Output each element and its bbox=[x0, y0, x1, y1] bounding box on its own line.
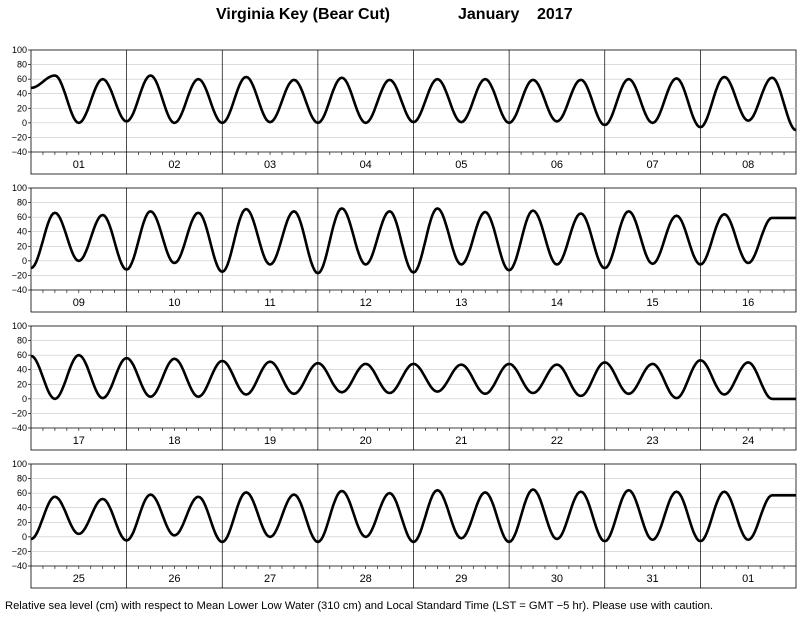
y-tick-label: 100 bbox=[12, 459, 27, 469]
day-label: 12 bbox=[360, 297, 372, 309]
day-label: 20 bbox=[360, 435, 372, 447]
y-tick-label: 100 bbox=[12, 45, 27, 55]
day-label: 29 bbox=[455, 573, 467, 585]
y-tick-label: 60 bbox=[17, 350, 27, 360]
y-tick-label: 0 bbox=[22, 394, 27, 404]
day-label: 07 bbox=[646, 159, 658, 171]
y-tick-label: 40 bbox=[17, 365, 27, 375]
day-label: 09 bbox=[73, 297, 85, 309]
day-label: 31 bbox=[646, 573, 658, 585]
y-tick-label: −20 bbox=[12, 132, 27, 142]
day-label: 05 bbox=[455, 159, 467, 171]
chart-title: Virginia Key (Bear Cut) January 2017 bbox=[0, 6, 800, 28]
y-tick-label: 20 bbox=[17, 103, 27, 113]
day-label: 27 bbox=[264, 573, 276, 585]
day-label: 08 bbox=[742, 159, 754, 171]
y-tick-label: 100 bbox=[12, 183, 27, 193]
y-tick-label: 0 bbox=[22, 532, 27, 542]
day-label: 11 bbox=[264, 297, 275, 309]
y-tick-label: 80 bbox=[17, 198, 27, 208]
day-label: 01 bbox=[73, 159, 85, 171]
panel-2: 100 80 60 40 20 0 −20 −40 09 10 11 12 13 14 15 16 bbox=[12, 183, 797, 313]
y-tick-label: 60 bbox=[17, 488, 27, 498]
y-tick-label: 60 bbox=[17, 212, 27, 222]
tide-line bbox=[30, 207, 796, 275]
y-tick-label: −20 bbox=[12, 546, 27, 556]
panel-1: 100 80 60 40 20 0 −20 −40 01 02 03 04 05 06 07 08 bbox=[12, 45, 797, 175]
day-label: 14 bbox=[551, 297, 563, 309]
day-label: 13 bbox=[455, 297, 467, 309]
title-year: 2017 bbox=[537, 6, 573, 23]
day-label: 16 bbox=[742, 297, 754, 309]
day-label: 23 bbox=[646, 435, 658, 447]
y-tick-label: 0 bbox=[22, 118, 27, 128]
day-label: 21 bbox=[455, 435, 467, 447]
station-name: Virginia Key (Bear Cut) bbox=[216, 6, 390, 23]
day-label: 01 bbox=[742, 573, 754, 585]
day-label: 30 bbox=[551, 573, 563, 585]
y-tick-label: 80 bbox=[17, 336, 27, 346]
day-label: 25 bbox=[73, 573, 85, 585]
day-label: 10 bbox=[168, 297, 180, 309]
panel-4: 100 80 60 40 20 0 −20 −40 25 26 27 28 29 30 31 01 bbox=[12, 459, 797, 589]
day-label: 28 bbox=[360, 573, 372, 585]
y-tick-label: 20 bbox=[17, 379, 27, 389]
y-tick-label: −20 bbox=[12, 270, 27, 280]
day-label: 02 bbox=[168, 159, 180, 171]
day-label: 17 bbox=[73, 435, 85, 447]
day-label: 06 bbox=[551, 159, 563, 171]
day-label: 03 bbox=[264, 159, 276, 171]
tide-line bbox=[30, 353, 796, 401]
y-tick-label: −40 bbox=[12, 561, 27, 571]
y-tick-label: 0 bbox=[22, 256, 27, 266]
day-label: 15 bbox=[646, 297, 658, 309]
y-tick-label: 80 bbox=[17, 474, 27, 484]
title-month: January bbox=[458, 6, 520, 23]
y-tick-label: 40 bbox=[17, 89, 27, 99]
y-tick-label: −40 bbox=[12, 285, 27, 295]
y-tick-label: 60 bbox=[17, 74, 27, 84]
day-label: 18 bbox=[168, 435, 180, 447]
y-tick-label: 40 bbox=[17, 503, 27, 513]
caption: Relative sea level (cm) with respect to … bbox=[5, 600, 714, 612]
y-tick-label: 20 bbox=[17, 517, 27, 527]
y-tick-label: 40 bbox=[17, 227, 27, 237]
day-label: 19 bbox=[264, 435, 276, 447]
y-tick-label: −40 bbox=[12, 147, 27, 157]
y-tick-label: −20 bbox=[12, 408, 27, 418]
day-label: 26 bbox=[168, 573, 180, 585]
y-tick-label: 80 bbox=[17, 60, 27, 70]
panel-3: 100 80 60 40 20 0 −20 −40 17 18 19 20 21 22 23 24 bbox=[12, 321, 797, 451]
day-label: 24 bbox=[742, 435, 754, 447]
y-tick-label: 20 bbox=[17, 241, 27, 251]
y-tick-label: −40 bbox=[12, 423, 27, 433]
y-tick-label: 100 bbox=[12, 321, 27, 331]
day-label: 22 bbox=[551, 435, 563, 447]
day-label: 04 bbox=[360, 159, 372, 171]
tide-line bbox=[30, 488, 796, 544]
tide-line bbox=[30, 74, 797, 132]
